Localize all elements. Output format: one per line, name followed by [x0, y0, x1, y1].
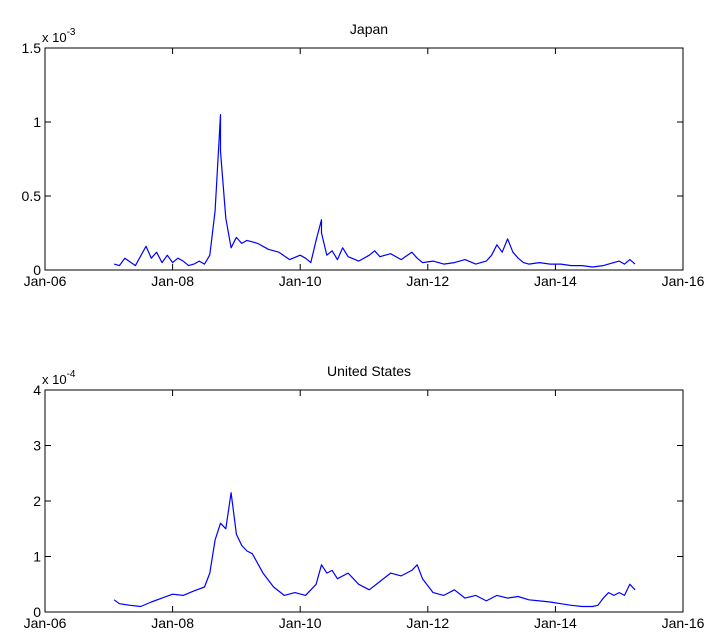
axis-multiplier: x 10-4: [42, 369, 76, 387]
y-tick-label: 2: [33, 493, 41, 509]
y-tick-label: 0: [33, 604, 41, 620]
x-tick-label: Jan-14: [534, 273, 577, 289]
y-tick-label: 3: [33, 438, 41, 454]
x-tick-label: Jan-06: [24, 273, 67, 289]
x-tick-label: Jan-16: [662, 273, 705, 289]
x-tick-label: Jan-06: [24, 615, 67, 631]
y-tick-label: 1: [33, 549, 41, 565]
y-tick-label: 0.5: [22, 188, 42, 204]
y-tick-label: 1: [33, 114, 41, 130]
chart-united-states: Jan-06 Jan-08 Jan-10 Jan-12 Jan-14 Jan-16 0 1 2 3…: [24, 363, 705, 631]
x-tick-label: Jan-12: [406, 273, 449, 289]
x-tick-label: Jan-12: [406, 615, 449, 631]
x-tick-label: Jan-14: [534, 615, 577, 631]
x-tick-label: Jan-10: [279, 273, 322, 289]
axis-multiplier-exponent: -4: [67, 369, 76, 380]
plot-frame: [44, 47, 684, 271]
x-tick-label: Jan-08: [151, 615, 194, 631]
series-line-0: [113, 113, 636, 268]
axis-multiplier-exponent: -3: [67, 27, 76, 38]
chart-title: United States: [327, 363, 411, 379]
chart-japan: Jan-06 Jan-08 Jan-10 Jan-12 Jan-14 Jan-16 0 0.5…: [22, 21, 705, 289]
y-tick-label: 1.5: [22, 40, 42, 56]
axis-multiplier: x 10-3: [42, 27, 76, 45]
axis-multiplier-base: x 10: [42, 372, 67, 387]
y-tick-label: 4: [33, 382, 41, 398]
y-tick-label: 0: [33, 262, 41, 278]
series-line-0: [113, 492, 636, 608]
chart-title: Japan: [350, 21, 388, 37]
x-tick-label: Jan-10: [279, 615, 322, 631]
x-tick-label: Jan-08: [151, 273, 194, 289]
axis-multiplier-base: x 10: [42, 30, 67, 45]
x-tick-label: Jan-16: [662, 615, 705, 631]
